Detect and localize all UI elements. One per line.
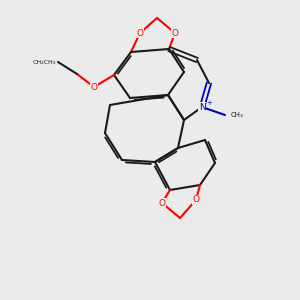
Text: O: O <box>193 196 200 205</box>
Text: +: + <box>206 100 212 106</box>
Text: CH₃: CH₃ <box>231 112 244 118</box>
Text: N: N <box>199 103 206 112</box>
Text: O: O <box>158 199 166 208</box>
Text: CH₂CH₃: CH₂CH₃ <box>33 59 56 64</box>
Text: O: O <box>172 28 178 38</box>
Text: O: O <box>136 28 143 38</box>
Text: O: O <box>91 82 98 91</box>
